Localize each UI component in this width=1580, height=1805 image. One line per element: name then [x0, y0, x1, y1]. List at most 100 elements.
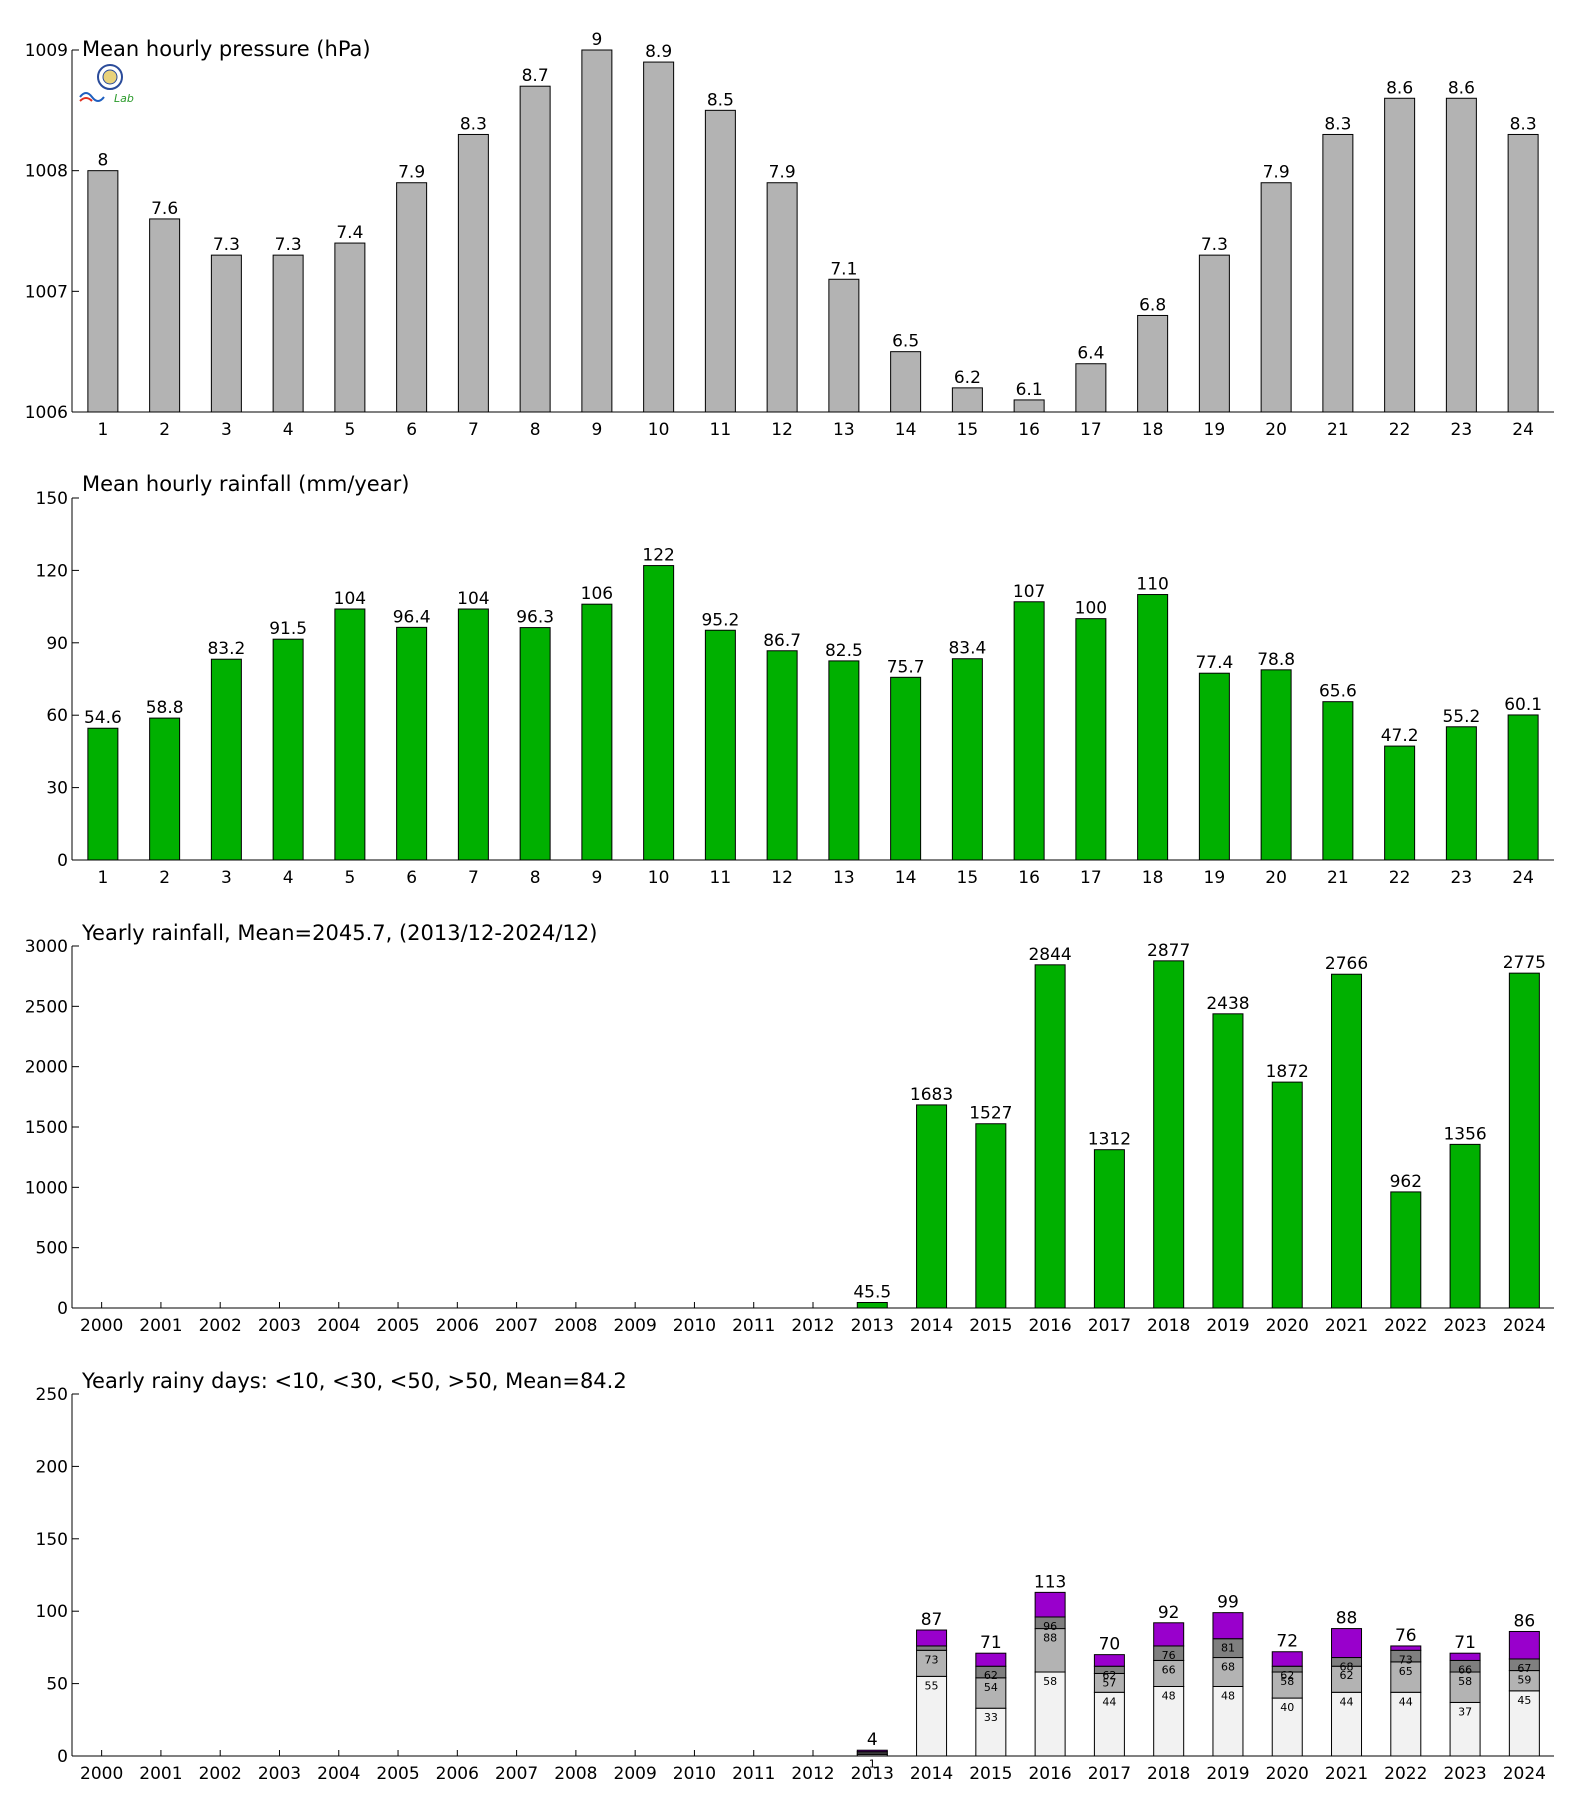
y-tick-label: 500 [36, 1239, 68, 1259]
y-tick-label: 1006 [25, 403, 68, 423]
y-tick-label: 150 [36, 1530, 68, 1550]
bar-value-label: 1527 [969, 1104, 1012, 1124]
value-bar [87, 170, 119, 413]
value-bar [396, 626, 428, 861]
x-tick-label: 11 [710, 868, 732, 888]
value-bar [334, 608, 366, 861]
value-bar [1212, 1013, 1244, 1309]
x-tick-label: 14 [895, 420, 917, 440]
x-tick-label: 1 [97, 420, 108, 440]
value-bar [828, 278, 860, 413]
x-tick-label: 2003 [258, 1316, 301, 1336]
bar-value-label: 2877 [1147, 941, 1190, 961]
x-tick-label: 2017 [1088, 1764, 1131, 1784]
bar-value-label: 99 [1217, 1593, 1239, 1613]
rainy-days-lt50-label: 62 [1102, 1669, 1116, 1682]
value-bar [951, 658, 983, 861]
y-tick-label: 0 [57, 1747, 68, 1767]
x-tick-label: 21 [1327, 868, 1349, 888]
hourly-rainfall-chart: Mean hourly rainfall (mm/year) 030609012… [36, 472, 1554, 888]
x-tick-label: 2015 [969, 1316, 1012, 1336]
rainy-days-lt10-label: 33 [984, 1711, 998, 1724]
x-tick-label: 24 [1512, 420, 1534, 440]
y-tick-label: 2500 [25, 997, 68, 1017]
bar-value-label: 1872 [1266, 1062, 1309, 1082]
x-tick-label: 2018 [1147, 1764, 1190, 1784]
bar-value-label: 7.3 [213, 235, 240, 255]
rainy-days-chart-title: Yearly rainy days: <10, <30, <50, >50, M… [81, 1369, 627, 1393]
value-bar [1198, 254, 1230, 413]
value-bar [975, 1123, 1007, 1309]
y-tick-label: 1007 [25, 282, 68, 302]
bar-value-label: 86 [1514, 1611, 1536, 1631]
x-tick-label: 2002 [199, 1764, 242, 1784]
bar-value-label: 110 [1136, 575, 1168, 595]
bar-value-label: 78.8 [1257, 650, 1295, 670]
x-tick-label: 5 [344, 868, 355, 888]
value-bar [1075, 618, 1107, 861]
value-bar [581, 603, 613, 861]
x-tick-label: 2022 [1384, 1316, 1427, 1336]
x-tick-label: 2011 [732, 1764, 775, 1784]
x-tick-label: 2014 [910, 1316, 953, 1336]
x-tick-label: 2023 [1443, 1764, 1486, 1784]
x-tick-label: 19 [1204, 868, 1226, 888]
x-tick-label: 24 [1512, 868, 1534, 888]
value-bar [1260, 182, 1292, 413]
value-bar [1508, 972, 1540, 1309]
bar-value-label: 54.6 [84, 708, 122, 728]
x-tick-label: 8 [530, 868, 541, 888]
rainy-days-lt10-bar [1271, 1697, 1303, 1757]
bar-value-label: 2766 [1325, 954, 1368, 974]
x-tick-label: 17 [1080, 420, 1102, 440]
rainy-days-lt50-bar [916, 1645, 948, 1651]
bar-value-label: 58.8 [146, 698, 184, 718]
bar-value-label: 71 [1454, 1633, 1476, 1653]
y-tick-label: 1000 [25, 1178, 68, 1198]
bar-value-label: 77.4 [1195, 653, 1233, 673]
bar-value-label: 82.5 [825, 641, 863, 661]
x-tick-label: 2024 [1503, 1316, 1546, 1336]
value-bar [704, 109, 736, 413]
x-tick-label: 22 [1389, 868, 1411, 888]
value-bar [890, 676, 922, 861]
value-bar [1331, 973, 1363, 1309]
pressure-chart: Mean hourly pressure (hPa) Lab 1006 1007 1… [25, 30, 1554, 440]
rainy-days-lt10-label: 48 [1221, 1689, 1235, 1702]
x-tick-label: 2011 [732, 1316, 775, 1336]
value-bar [704, 629, 736, 861]
x-tick-label: 21 [1327, 420, 1349, 440]
seal-logo-icon: Lab [79, 64, 134, 105]
y-tick-label: 60 [46, 706, 68, 726]
value-bar [1322, 701, 1354, 861]
bar-value-label: 6.4 [1077, 344, 1104, 364]
rainy-days-chart: Yearly rainy days: <10, <30, <50, >50, M… [36, 1369, 1554, 1784]
bar-value-label: 104 [334, 589, 366, 609]
x-tick-label: 4 [283, 868, 294, 888]
rainy-days-lt10-bar [1212, 1685, 1244, 1757]
x-tick-label: 6 [406, 868, 417, 888]
value-bar [334, 242, 366, 413]
bar-value-label: 7.4 [336, 223, 363, 243]
value-bar [272, 638, 304, 861]
value-bar [828, 660, 860, 861]
x-tick-label: 2015 [969, 1764, 1012, 1784]
bar-value-label: 47.2 [1381, 726, 1419, 746]
bar-value-label: 7.9 [1263, 163, 1290, 183]
x-tick-label: 6 [406, 420, 417, 440]
bar-value-label: 2775 [1503, 953, 1546, 973]
value-bar [856, 1302, 888, 1309]
x-tick-label: 2008 [554, 1316, 597, 1336]
x-tick-label: 9 [591, 420, 602, 440]
value-bar [1384, 97, 1416, 413]
rainy-days-lt10-label: 58 [1043, 1675, 1057, 1688]
value-bar [1322, 133, 1354, 413]
bar-value-label: 8.5 [707, 90, 734, 110]
value-bar [951, 387, 983, 413]
x-tick-label: 2008 [554, 1764, 597, 1784]
rainy-days-lt50-label: 81 [1221, 1642, 1235, 1655]
rainy-days-lt10-label: 44 [1399, 1695, 1413, 1708]
rainy-days-lt10-bar [1449, 1701, 1481, 1757]
x-tick-label: 2 [159, 868, 170, 888]
